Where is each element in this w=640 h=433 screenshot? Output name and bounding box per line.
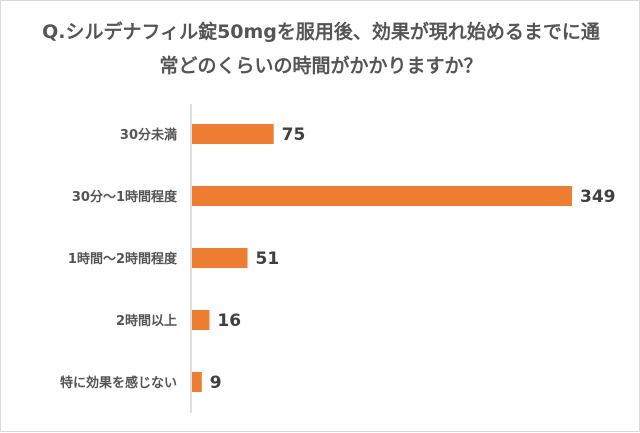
data-label: 16 xyxy=(217,311,241,331)
bar xyxy=(192,124,274,144)
category-label: 1時間～2時間程度 xyxy=(68,251,178,267)
category-label: 特に効果を感じない xyxy=(60,375,177,391)
category-label: 30分未満 xyxy=(120,127,177,143)
bar xyxy=(192,186,572,206)
data-label: 75 xyxy=(282,125,306,145)
category-label: 30分～1時間程度 xyxy=(72,189,178,205)
bar xyxy=(192,372,202,392)
category-label: 2時間以上 xyxy=(116,313,177,329)
bar xyxy=(192,310,210,330)
chart-title: Q.シルデナフィル錠50mgを服用後、効果が現れ始めるまでに通常どのくらいの時間… xyxy=(42,21,600,77)
data-label: 51 xyxy=(256,249,280,269)
data-label: 349 xyxy=(580,187,616,207)
data-label: 9 xyxy=(210,373,222,393)
bar xyxy=(192,248,248,268)
